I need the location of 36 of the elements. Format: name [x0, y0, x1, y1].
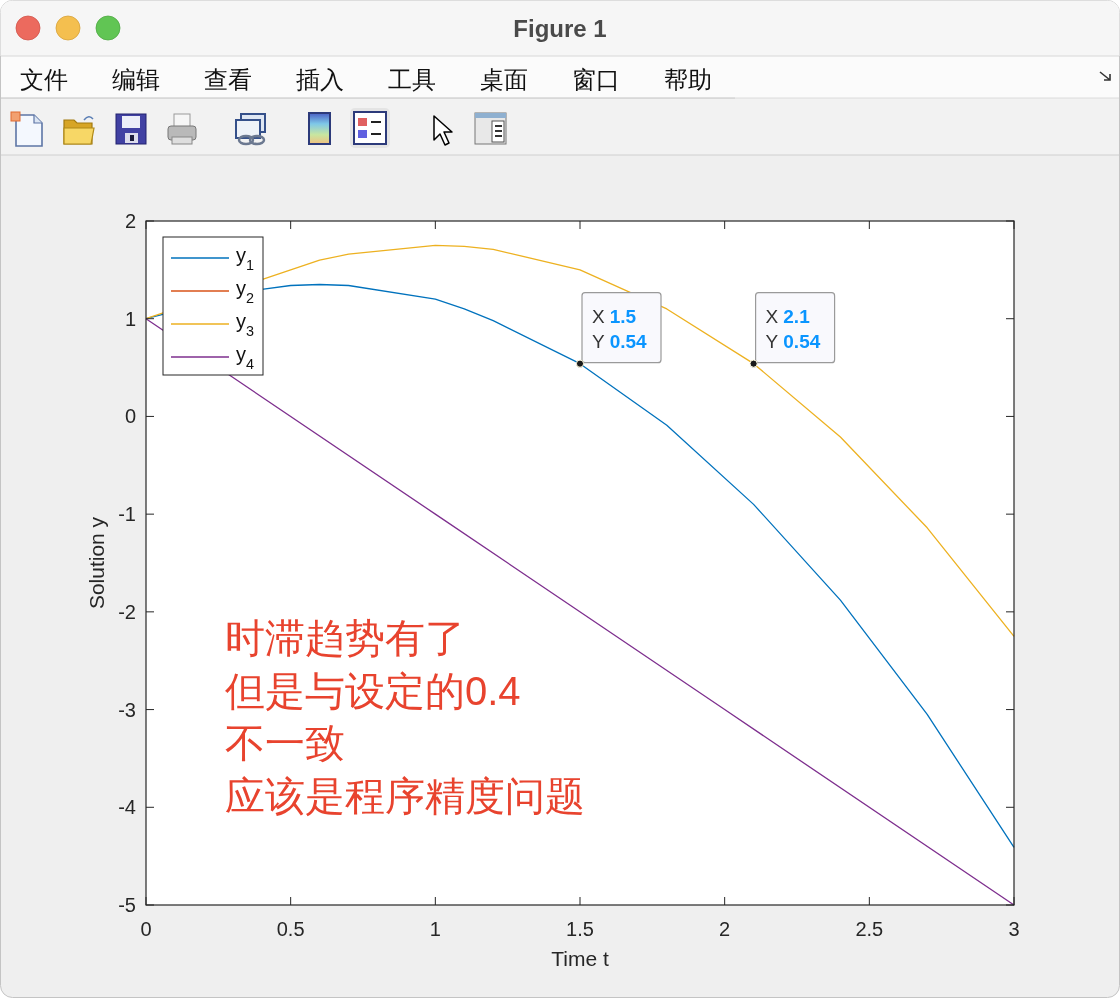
y-tick-label: 1	[124, 307, 136, 330]
y-tick-label: -3	[118, 698, 136, 721]
annotation: X 1.5 Y 0.54	[592, 305, 648, 352]
x-tick-label: 0.5	[276, 918, 305, 940]
text: 查看	[204, 66, 252, 93]
text: 工具	[388, 66, 436, 93]
x-axis-title: Time t	[551, 947, 609, 970]
y-tick-label: -5	[118, 894, 136, 916]
annotation: 不一致	[225, 721, 345, 765]
text: 文件	[20, 66, 68, 93]
legend-label: y$_{2}$	[236, 277, 255, 306]
text: 编辑	[112, 66, 160, 93]
y-tick-label: -1	[118, 503, 136, 526]
annotation: 时滞趋势有了	[225, 616, 465, 660]
legend-label: y$_{3}$	[236, 310, 255, 339]
x-tick-label: 1	[429, 918, 441, 940]
text: 桌面	[480, 66, 528, 93]
chart-title: Figure 1	[513, 15, 607, 42]
x-tick-label: 0	[140, 918, 152, 940]
text: 帮助	[664, 66, 712, 93]
x-tick-label: 3	[1008, 918, 1020, 940]
x-tick-label: 2	[719, 918, 731, 940]
y-tick-label: -2	[118, 600, 136, 623]
legend-label: y$_{4}$	[236, 343, 255, 372]
text: 插入	[296, 66, 344, 93]
annotation: 应该是程序精度问题	[225, 773, 585, 818]
legend-label: y$_{1}$	[236, 244, 255, 273]
y-axis-title: Solution y	[85, 516, 108, 610]
x-tick-label: 2.5	[855, 918, 884, 940]
y-tick-label: -4	[118, 796, 136, 819]
annotation: X 2.1 Y 0.54	[765, 305, 821, 352]
annotation: 但是与设定的0.4	[225, 668, 521, 713]
y-tick-label: 0	[124, 405, 136, 428]
text: 窗口	[572, 66, 620, 93]
x-tick-label: 1.5	[566, 918, 594, 940]
y-tick-label: 2	[124, 210, 136, 232]
